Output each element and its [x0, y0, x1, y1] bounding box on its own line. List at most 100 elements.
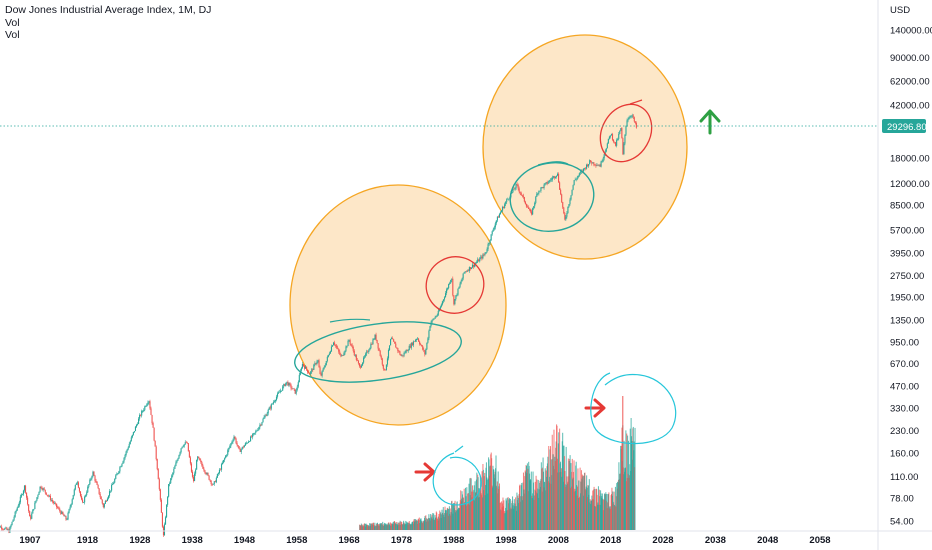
- candle-body: [499, 212, 502, 215]
- candle-body: [546, 182, 548, 184]
- candle-body: [183, 444, 185, 447]
- candle-body: [541, 187, 543, 188]
- candle-body: [129, 441, 131, 445]
- candle-body: [619, 130, 621, 134]
- candle-body: [536, 193, 538, 197]
- candle-body: [313, 364, 315, 370]
- candle-body: [204, 470, 206, 473]
- candle-body: [68, 509, 70, 513]
- candle-body: [374, 334, 376, 340]
- candle-body: [280, 390, 282, 392]
- candle-body: [634, 121, 636, 124]
- candle-body: [83, 502, 85, 503]
- candle-body: [359, 366, 362, 368]
- candle-body: [79, 491, 82, 496]
- candle-body: [255, 431, 257, 433]
- candle-body: [64, 515, 66, 517]
- candle-body: [297, 382, 299, 387]
- year-tick-label: 1907: [19, 535, 40, 546]
- candle-body: [629, 116, 631, 118]
- chart-legend[interactable]: Dow Jones Industrial Average Index, 1M, …: [5, 4, 211, 42]
- candle-body: [495, 220, 497, 224]
- candle-body: [296, 386, 298, 390]
- candle-body: [54, 503, 56, 504]
- candle-body: [266, 413, 268, 416]
- price-tick-label: 54.00: [890, 517, 914, 528]
- candle-body: [339, 351, 341, 355]
- candle-body: [55, 503, 57, 504]
- candle-body: [621, 128, 623, 139]
- candle-body: [270, 404, 272, 409]
- candle-body: [22, 490, 24, 495]
- candle-body: [360, 365, 363, 368]
- candle-body: [104, 500, 106, 504]
- candle-body: [167, 496, 169, 505]
- candle-body: [450, 280, 452, 284]
- time-axis[interactable]: 1907 1918 1928 1938 1948 1958 1968 1978 1988 1998…: [19, 535, 830, 546]
- candle-body: [195, 469, 197, 474]
- candle-body: [591, 162, 593, 164]
- candle-body: [256, 430, 258, 432]
- candle-body: [456, 294, 458, 296]
- candle-body: [182, 446, 184, 447]
- candle-body: [242, 446, 244, 448]
- candle-body: [93, 471, 95, 476]
- candle-body: [101, 499, 103, 504]
- candle-body: [407, 350, 409, 352]
- candle-body: [465, 271, 467, 273]
- candle-body: [232, 440, 234, 443]
- candle-body: [320, 374, 322, 376]
- candle-body: [615, 142, 617, 146]
- candle-body: [147, 402, 149, 405]
- candle-body: [310, 371, 312, 375]
- candle-body: [311, 369, 313, 372]
- candle-body: [393, 339, 395, 342]
- candle-body: [399, 351, 401, 355]
- candle-body: [92, 471, 94, 477]
- candle-body: [491, 231, 493, 235]
- candle-body: [548, 180, 550, 183]
- candle-body: [127, 447, 129, 450]
- candle-body: [425, 349, 427, 355]
- candle-body: [478, 259, 480, 262]
- candle-body: [247, 441, 250, 443]
- candle-body: [383, 368, 385, 370]
- price-tick-label: 42000.00: [890, 101, 930, 112]
- candle-body: [39, 486, 41, 492]
- candle-body: [603, 154, 605, 159]
- red-arrow-volume-1: [414, 462, 436, 482]
- candle-body: [512, 188, 514, 193]
- candle-body: [202, 465, 204, 469]
- candle-body: [427, 338, 429, 343]
- candle-body: [243, 445, 245, 448]
- candle-body: [627, 119, 629, 121]
- candle-body: [394, 341, 396, 344]
- candle-body: [116, 473, 118, 476]
- candle-body: [143, 409, 145, 411]
- candle-body: [211, 484, 213, 485]
- candle-body: [207, 473, 209, 476]
- candle-body: [552, 176, 554, 178]
- candle-body: [330, 346, 333, 352]
- year-tick-label: 2048: [757, 535, 778, 546]
- candle-body: [65, 515, 67, 520]
- candle-body: [222, 462, 224, 465]
- candle-body: [95, 480, 97, 482]
- candle-body: [191, 471, 194, 477]
- candle-body: [228, 447, 230, 451]
- price-tick-label: 1950.00: [890, 293, 924, 304]
- candle-body: [10, 525, 12, 527]
- candle-body: [231, 442, 233, 444]
- candle-body: [98, 488, 100, 495]
- candle-body: [505, 201, 507, 205]
- candle-body: [565, 216, 567, 220]
- price-axis[interactable]: USD 140000.00 90000.00 62000.00 42000.00 180…: [890, 5, 932, 528]
- candle-body: [459, 283, 461, 287]
- candle-body: [197, 456, 199, 461]
- candle-body: [533, 206, 535, 209]
- candle-body: [583, 168, 586, 169]
- candle-body: [107, 495, 110, 499]
- candle-body: [12, 519, 14, 522]
